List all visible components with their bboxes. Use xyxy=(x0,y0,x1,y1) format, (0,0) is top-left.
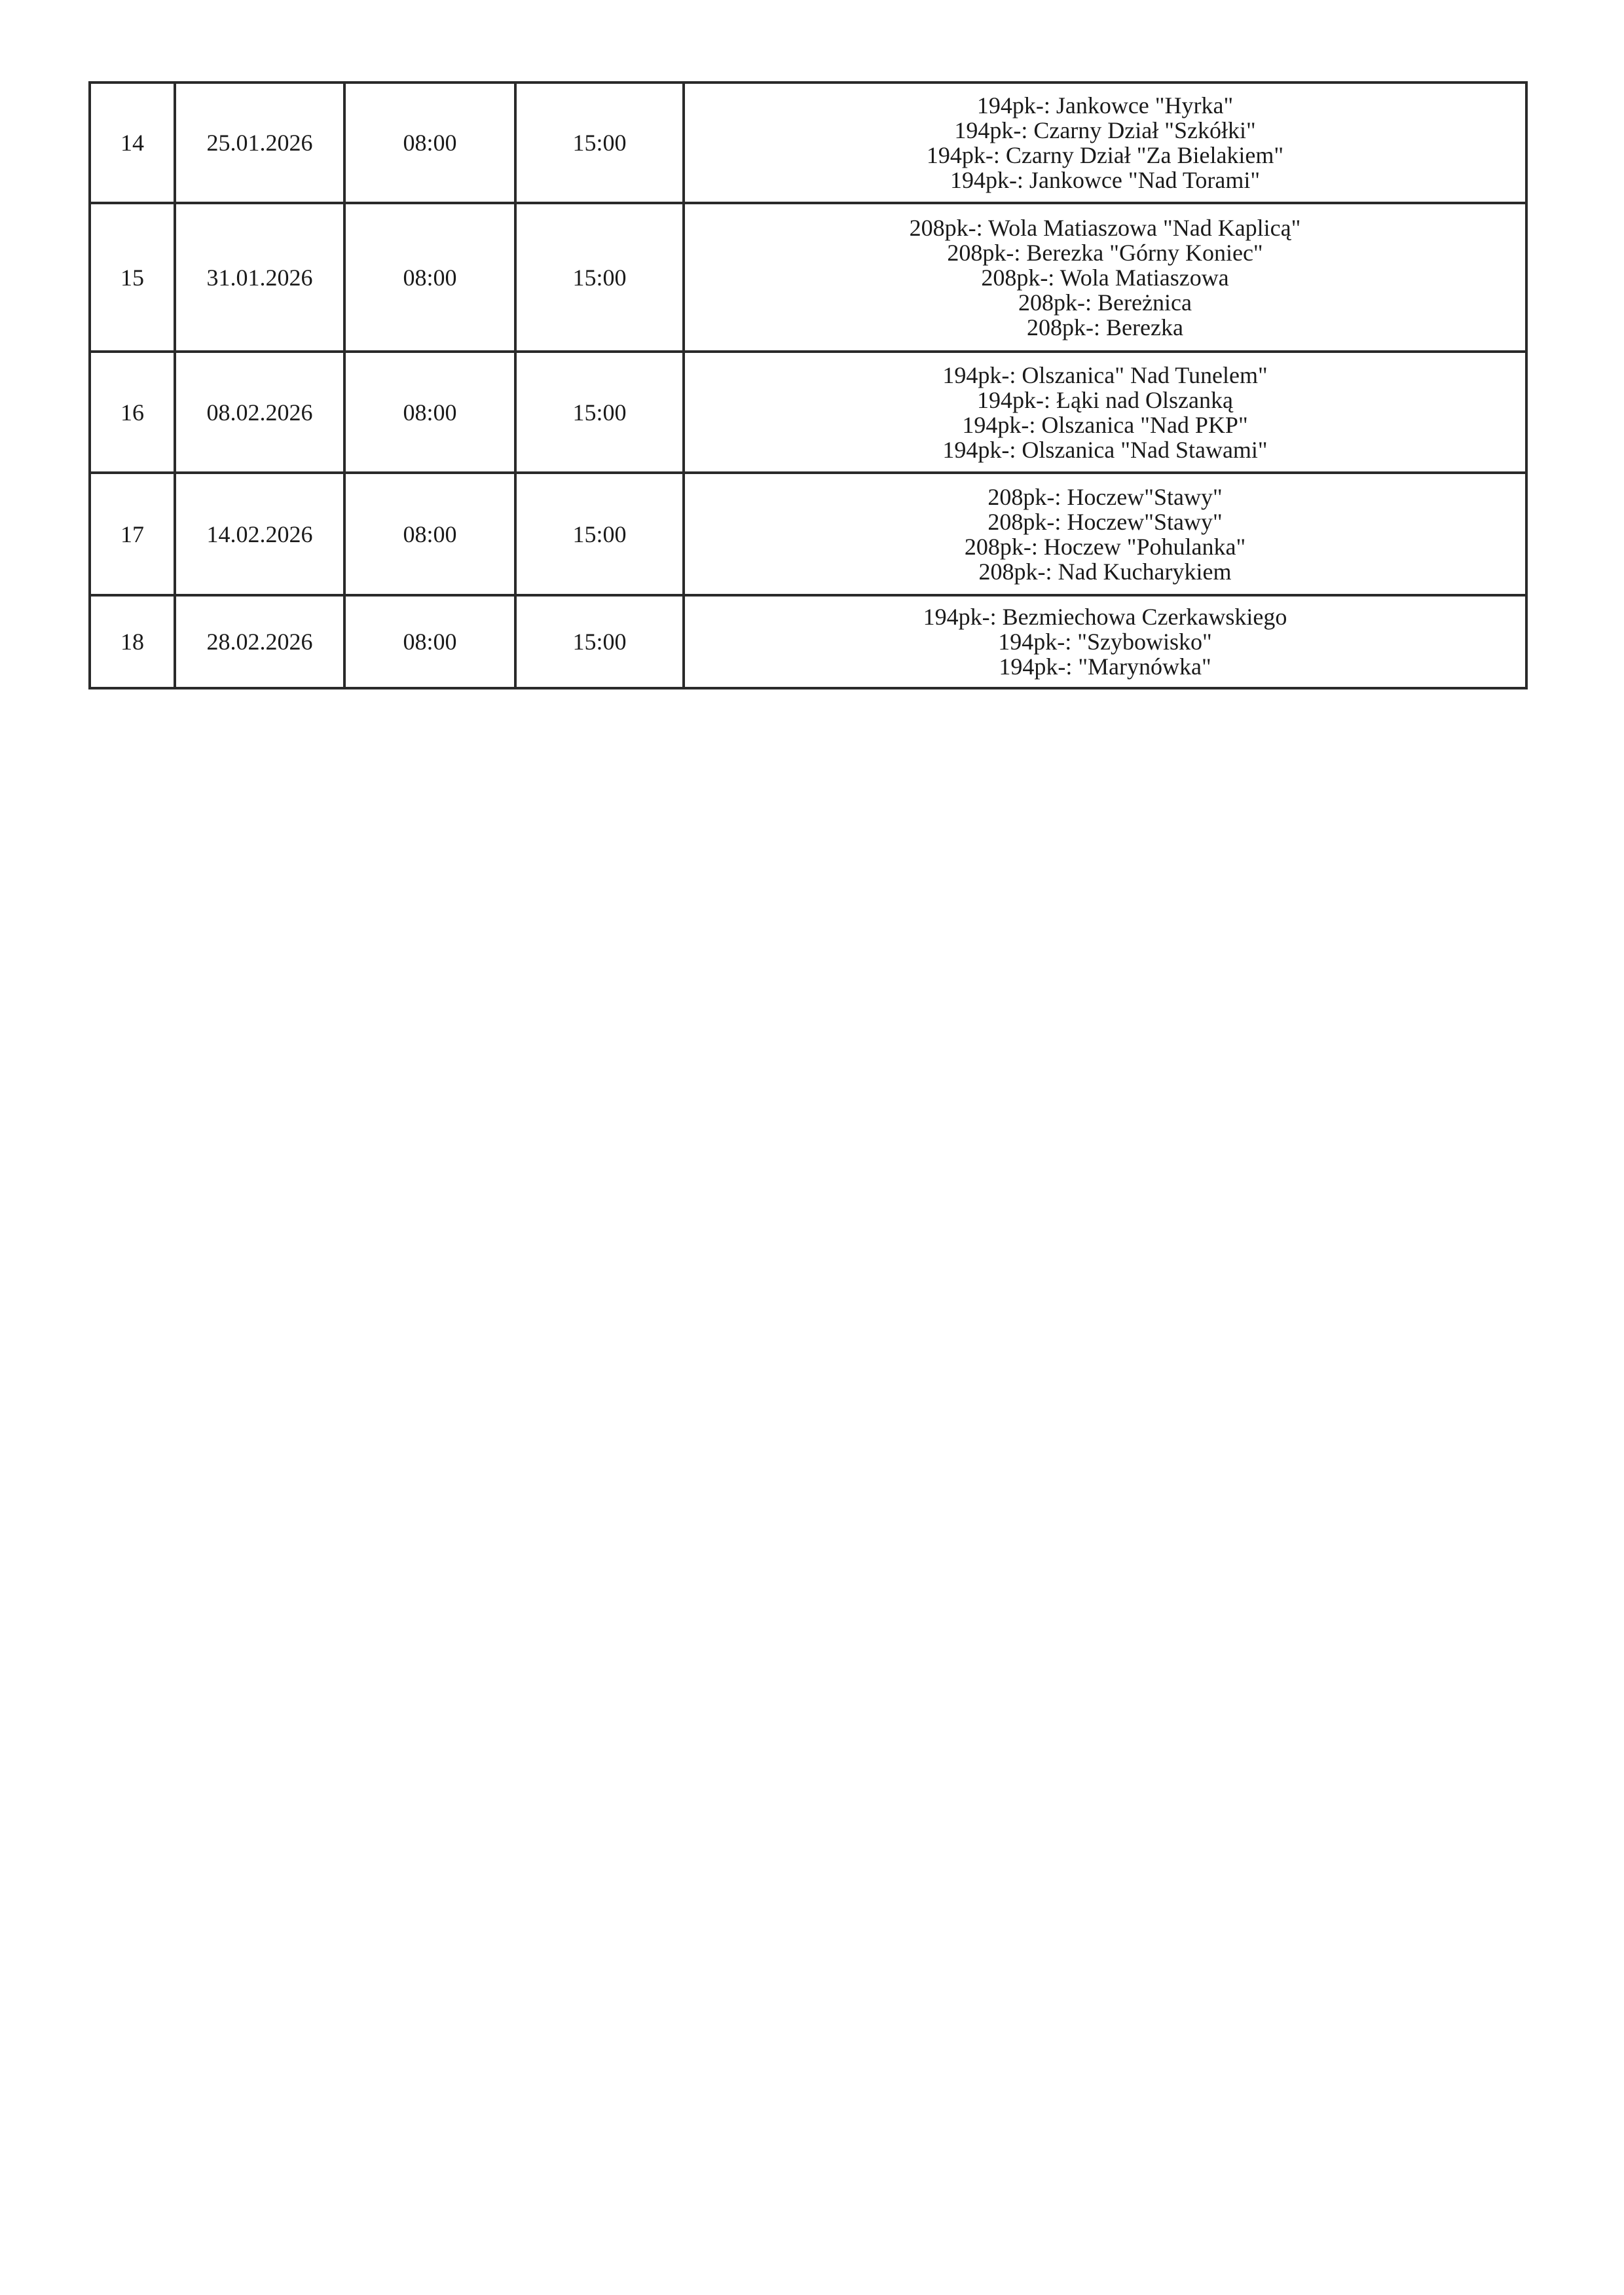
date-cell: 08.02.2026 xyxy=(174,350,346,474)
place-line: 208pk-: Bereżnica xyxy=(1018,289,1192,316)
date-cell: 14.02.2026 xyxy=(174,471,346,597)
start-time-cell: 08:00 xyxy=(343,81,517,204)
date-cell: 28.02.2026 xyxy=(174,594,346,689)
start-time-cell: 08:00 xyxy=(343,471,517,597)
end-time-cell: 15:00 xyxy=(514,202,685,353)
places-cell: 194pk-: Bezmiechowa Czerkawskiego 194pk-:… xyxy=(682,594,1528,689)
table-row: 15 31.01.2026 08:00 15:00 208pk-: Wola Matia… xyxy=(88,202,1528,353)
place-line: 194pk-: Olszanica" Nad Tunelem" xyxy=(942,361,1268,388)
place-line: 208pk-: Nad Kucharykiem xyxy=(978,558,1232,585)
place-line: 208pk-: Hoczew"Stawy" xyxy=(987,483,1223,510)
start-time-cell: 08:00 xyxy=(343,350,517,474)
place-line: 208pk-: Wola Matiaszowa "Nad Kaplicą" xyxy=(909,214,1301,241)
places-cell: 208pk-: Wola Matiaszowa "Nad Kaplicą" 208… xyxy=(682,202,1528,353)
place-line: 194pk-: Jankowce "Nad Torami" xyxy=(950,167,1261,193)
table-row: 14 25.01.2026 08:00 15:00 194pk-: Jankowce "… xyxy=(88,81,1528,204)
place-line: 208pk-: Wola Matiaszowa xyxy=(981,264,1229,291)
places-cell: 194pk-: Jankowce "Hyrka" 194pk-: Czarny D… xyxy=(682,81,1528,204)
place-line: 194pk-: "Marynówka" xyxy=(999,653,1211,680)
place-line: 208pk-: Hoczew "Pohulanka" xyxy=(964,533,1246,560)
place-line: 194pk-: Jankowce "Hyrka" xyxy=(976,92,1234,119)
row-number: 15 xyxy=(88,202,176,353)
end-time-cell: 15:00 xyxy=(514,471,685,597)
row-number: 16 xyxy=(88,350,176,474)
row-number: 17 xyxy=(88,471,176,597)
place-line: 194pk-: "Szybowisko" xyxy=(998,629,1212,655)
place-line: 194pk-: Bezmiechowa Czerkawskiego xyxy=(923,604,1287,630)
place-line: 208pk-: Hoczew"Stawy" xyxy=(987,508,1223,535)
start-time-cell: 08:00 xyxy=(343,594,517,689)
place-line: 194pk-: Olszanica "Nad Stawami" xyxy=(942,436,1268,463)
place-line: 194pk-: Czarny Dział "Szkółki" xyxy=(954,117,1256,143)
place-line: 194pk-: Czarny Dział "Za Bielakiem" xyxy=(926,142,1284,168)
place-line: 194pk-: Łąki nad Olszanką xyxy=(977,386,1233,413)
place-line: 194pk-: Olszanica "Nad PKP" xyxy=(962,411,1248,438)
date-cell: 31.01.2026 xyxy=(174,202,346,353)
places-cell: 194pk-: Olszanica" Nad Tunelem" 194pk-: Ł… xyxy=(682,350,1528,474)
end-time-cell: 15:00 xyxy=(514,81,685,204)
table-row: 17 14.02.2026 08:00 15:00 208pk-: Hoczew"Sta… xyxy=(88,471,1528,597)
row-number: 14 xyxy=(88,81,176,204)
start-time-cell: 08:00 xyxy=(343,202,517,353)
place-line: 208pk-: Berezka xyxy=(1027,314,1183,340)
end-time-cell: 15:00 xyxy=(514,350,685,474)
row-number: 18 xyxy=(88,594,176,689)
date-cell: 25.01.2026 xyxy=(174,81,346,204)
table-row: 16 08.02.2026 08:00 15:00 194pk-: Olszanica"… xyxy=(88,350,1528,474)
place-line: 208pk-: Berezka "Górny Koniec" xyxy=(947,239,1263,266)
end-time-cell: 15:00 xyxy=(514,594,685,689)
table-row: 18 28.02.2026 08:00 15:00 194pk-: Bezmiechow… xyxy=(88,594,1528,689)
schedule-table: 14 25.01.2026 08:00 15:00 194pk-: Jankowce "… xyxy=(88,81,1528,689)
places-cell: 208pk-: Hoczew"Stawy" 208pk-: Hoczew"Staw… xyxy=(682,471,1528,597)
